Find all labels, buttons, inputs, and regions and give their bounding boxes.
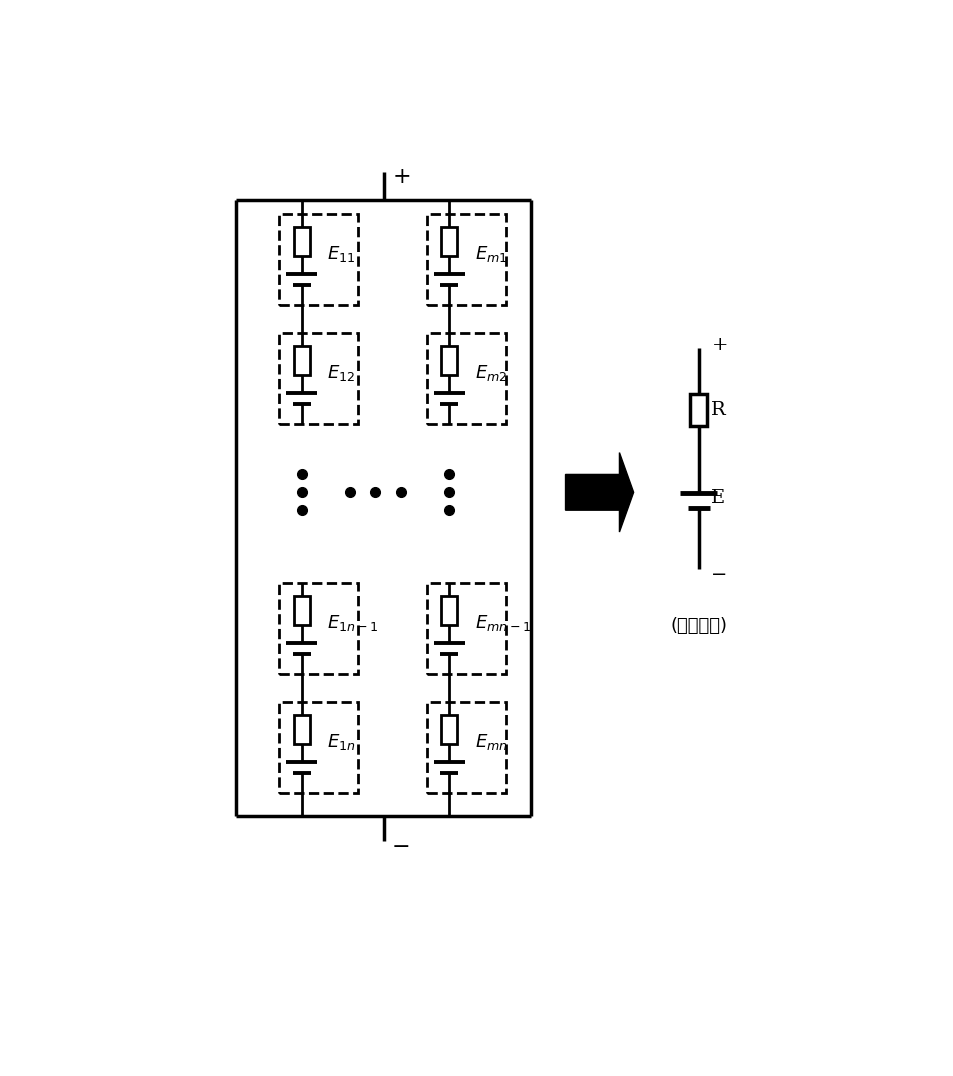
Text: $E_{m2}$: $E_{m2}$ [475,363,507,383]
Text: $E_{m1}$: $E_{m1}$ [475,244,507,264]
Text: $E_{1n}$: $E_{1n}$ [327,732,355,752]
Text: $E_{12}$: $E_{12}$ [327,363,355,383]
Bar [690,395,707,426]
Bar [278,583,358,674]
Bar [426,334,505,424]
Bar [441,227,456,256]
Bar [426,583,505,674]
Bar [278,214,358,305]
Bar [294,346,310,374]
Bar [426,703,505,793]
Text: −: − [711,566,727,583]
Bar [441,716,456,744]
Bar [441,346,456,374]
Text: R: R [711,401,725,419]
Text: $E_{1n-1}$: $E_{1n-1}$ [327,613,378,633]
Text: +: + [392,167,411,188]
Bar [278,334,358,424]
Bar [426,214,505,305]
Bar [278,703,358,793]
Bar [441,596,456,624]
Text: +: + [711,336,727,354]
Text: (蓄电池组): (蓄电池组) [670,618,726,635]
Polygon shape [565,453,633,532]
Text: E: E [711,489,724,507]
Text: $E_{mn-1}$: $E_{mn-1}$ [475,613,530,633]
Bar [294,716,310,744]
Text: −: − [391,836,410,858]
Text: $E_{11}$: $E_{11}$ [327,244,355,264]
Text: $E_{mn}$: $E_{mn}$ [475,732,507,752]
Bar [294,227,310,256]
Bar [294,596,310,624]
